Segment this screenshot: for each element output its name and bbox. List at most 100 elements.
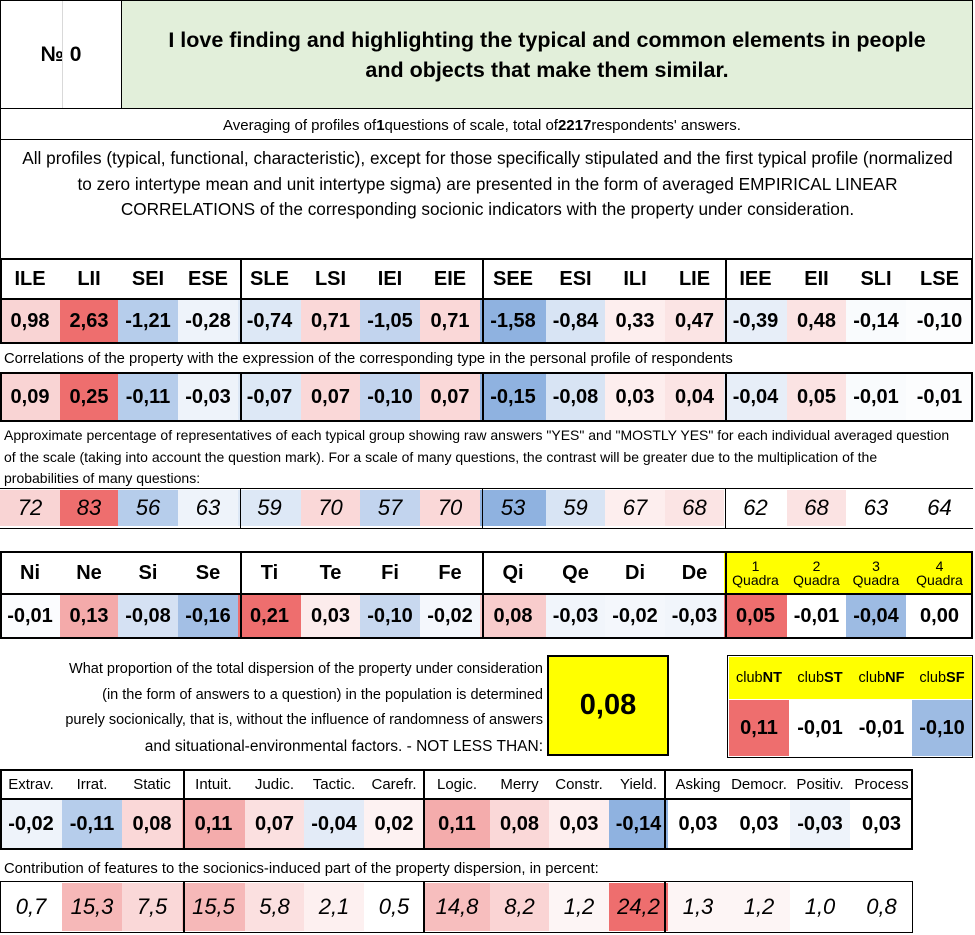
column-divider bbox=[664, 881, 666, 933]
contribution-value: 1,3 bbox=[668, 883, 728, 931]
function-header: Si bbox=[138, 561, 158, 584]
column-divider bbox=[725, 488, 726, 528]
correlation-value: 0,07 bbox=[301, 374, 360, 420]
type-value: -0,74 bbox=[238, 300, 301, 342]
column-divider bbox=[725, 372, 727, 422]
function-value: -0,02 bbox=[420, 595, 480, 637]
contribution-value: 0,7 bbox=[0, 883, 62, 931]
dichotomy-value: 0,11 bbox=[424, 800, 490, 848]
column-divider bbox=[240, 258, 242, 344]
percent-value: 62 bbox=[724, 490, 787, 526]
clubs-header-row: club NT club ST club NF club SF bbox=[729, 657, 972, 699]
dichotomy-header: Judic. bbox=[254, 776, 295, 793]
type-value: -0,14 bbox=[846, 300, 906, 342]
club-header: club NT bbox=[729, 657, 789, 699]
percent-value: 70 bbox=[301, 490, 360, 526]
column-divider bbox=[725, 551, 727, 639]
contribution-label-text: Contribution of features to the sociоnic… bbox=[4, 861, 599, 877]
contribution-value: 0,5 bbox=[364, 883, 424, 931]
function-value: 0,13 bbox=[60, 595, 118, 637]
contribution-value: 2,1 bbox=[304, 883, 364, 931]
quadra-value: -0,01 bbox=[787, 595, 846, 637]
club-header: club NF bbox=[851, 657, 912, 699]
quadra-value: -0,04 bbox=[846, 595, 906, 637]
intro-border-right bbox=[972, 109, 973, 259]
function-header: De bbox=[681, 561, 708, 584]
type-header: LII bbox=[77, 267, 101, 290]
dispersion-line-2: (in the form of answers to a question) i… bbox=[102, 686, 543, 703]
dichotomy-value: 0,03 bbox=[668, 800, 728, 848]
averaging-line: Averaging of profiles of 1 questions of … bbox=[0, 112, 964, 138]
function-header: Ti bbox=[260, 561, 279, 584]
types-value-row: 0,98 2,63 -1,21 -0,28 -0,74 0,71 -1,05 0,71 -1,5… bbox=[0, 300, 973, 342]
dichotomy-header: Intuit. bbox=[195, 776, 232, 793]
type-header: EII bbox=[804, 267, 829, 290]
contribution-value: 0,8 bbox=[850, 883, 913, 931]
percent-label: Approximate percentage of representative… bbox=[4, 425, 954, 490]
type-value: 0,48 bbox=[787, 300, 846, 342]
dichotomy-value: 0,11 bbox=[182, 800, 245, 848]
type-header: ESE bbox=[187, 267, 229, 290]
quadra-value: 0,05 bbox=[724, 595, 787, 637]
quadra-value: 0,00 bbox=[906, 595, 973, 637]
percent-value: 63 bbox=[846, 490, 906, 526]
dichotomy-header: Extrav. bbox=[8, 776, 54, 793]
clubs-value-row: 0,11 -0,01 -0,01 -0,10 bbox=[729, 700, 972, 756]
function-value: -0,02 bbox=[605, 595, 665, 637]
intro-text: All profiles (typical, functional, chara… bbox=[20, 146, 955, 223]
dichotomies-value-row: -0,02 -0,11 0,08 0,11 0,07 -0,04 0,02 0,11 0,08 0… bbox=[0, 800, 913, 848]
type-value: 0,71 bbox=[420, 300, 480, 342]
club-value: -0,01 bbox=[851, 700, 912, 756]
dichotomy-value: -0,04 bbox=[304, 800, 364, 848]
quadra-header: 3 Quadra bbox=[846, 553, 906, 593]
quadra-number: 4 bbox=[935, 558, 944, 574]
question-title: I love finding and highlighting the typi… bbox=[122, 1, 972, 108]
correlation-value: 0,03 bbox=[605, 374, 665, 420]
type-header: LSE bbox=[920, 267, 959, 290]
type-header: SEI bbox=[131, 267, 165, 290]
quadra-header: 1 Quadra bbox=[724, 553, 787, 593]
functions-header-row: Ni Ne Si Se Ti Te Fi Fe Qi Qe Di De 1 Quadra 2 Quadra 3 Q… bbox=[0, 553, 973, 593]
column-divider bbox=[240, 551, 242, 639]
percent-value: 67 bbox=[605, 490, 665, 526]
dispersion-line-1: What proportion of the total dispersion … bbox=[69, 661, 543, 677]
function-header: Qi bbox=[502, 561, 524, 584]
function-header: Ne bbox=[76, 561, 102, 584]
contribution-value: 1,2 bbox=[549, 883, 609, 931]
dichotomy-value: -0,14 bbox=[609, 800, 668, 848]
club-name: SF bbox=[946, 670, 965, 686]
function-value: 0,03 bbox=[301, 595, 360, 637]
type-value: -1,05 bbox=[360, 300, 420, 342]
type-value: -1,21 bbox=[118, 300, 178, 342]
correlations-row: 0,09 0,25 -0,11 -0,03 -0,07 0,07 -0,10 0,07 -0,1… bbox=[0, 374, 973, 420]
row-divider bbox=[0, 593, 973, 595]
dichotomy-header: Positiv. bbox=[796, 776, 844, 793]
quadra-header: 2 Quadra bbox=[787, 553, 846, 593]
question-number-label: № 0 bbox=[40, 42, 82, 66]
function-value: 0,08 bbox=[480, 595, 546, 637]
type-value: 0,71 bbox=[301, 300, 360, 342]
row-divider bbox=[0, 298, 973, 300]
correlations-label-text: Correlations of the property with the ex… bbox=[4, 351, 733, 367]
dichotomy-header: Irrat. bbox=[76, 776, 108, 793]
club-prefix: club bbox=[797, 670, 825, 686]
quadra-number: 2 bbox=[812, 558, 821, 574]
column-divider bbox=[482, 258, 484, 344]
header-divider-2 bbox=[121, 1, 122, 108]
correlation-value: 0,25 bbox=[60, 374, 118, 420]
function-header: Fe bbox=[438, 561, 462, 584]
column-divider bbox=[664, 769, 666, 850]
function-value: -0,16 bbox=[178, 595, 238, 637]
correlation-value: -0,10 bbox=[360, 374, 420, 420]
contribution-value: 24,2 bbox=[609, 883, 668, 931]
dichotomy-value: -0,03 bbox=[790, 800, 850, 848]
column-divider bbox=[482, 488, 483, 528]
function-value: -0,03 bbox=[665, 595, 724, 637]
type-header: LSI bbox=[314, 267, 347, 290]
club-name: NF bbox=[885, 670, 905, 686]
percent-value: 59 bbox=[238, 490, 301, 526]
dispersion-value: 0,08 bbox=[547, 655, 669, 756]
function-header: Ni bbox=[20, 561, 40, 584]
types-header-row: ILE LII SEI ESE SLE LSI IEI EIE SEE ESI ILI LIE IEE E… bbox=[0, 260, 973, 298]
correlation-value: 0,04 bbox=[665, 374, 724, 420]
